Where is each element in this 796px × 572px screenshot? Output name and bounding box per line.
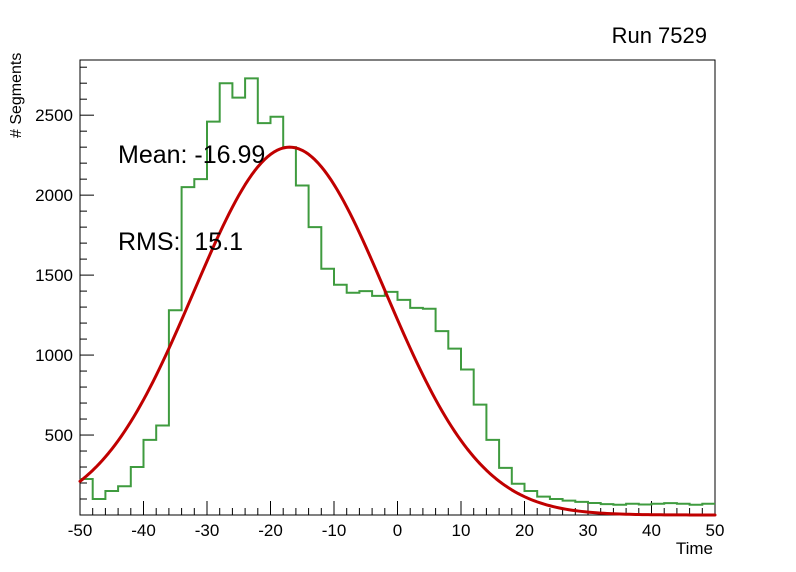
- histogram-line: [80, 77, 715, 506]
- fit-curve: [78, 145, 717, 517]
- y-tick-label: 1000: [35, 346, 73, 365]
- x-tick-label: -50: [68, 521, 93, 540]
- x-tick-label: -40: [131, 521, 156, 540]
- stats-mean-line: Mean: -16.99: [118, 141, 266, 169]
- x-tick-label: 40: [642, 521, 661, 540]
- y-tick-label: 1500: [35, 266, 73, 285]
- stats-box: Mean: -16.99 RMS: 15.1: [118, 83, 265, 315]
- y-axis-title: # Segments: [8, 52, 25, 138]
- x-tick-label: 30: [579, 521, 598, 540]
- stats-rms-line: RMS: 15.1: [118, 228, 244, 256]
- x-tick-label: 50: [706, 521, 725, 540]
- y-tick-label: 2500: [35, 106, 73, 125]
- x-tick-label: 10: [452, 521, 471, 540]
- x-tick-label: -10: [322, 521, 347, 540]
- chart-title: Run 7529: [611, 23, 707, 48]
- x-tick-label: 0: [393, 521, 402, 540]
- y-tick-label: 2000: [35, 186, 73, 205]
- x-tick-label: -20: [258, 521, 283, 540]
- y-tick-label: 500: [45, 426, 73, 445]
- x-tick-label: -30: [195, 521, 220, 540]
- x-tick-label: 20: [515, 521, 534, 540]
- x-axis-title: Time: [675, 539, 713, 558]
